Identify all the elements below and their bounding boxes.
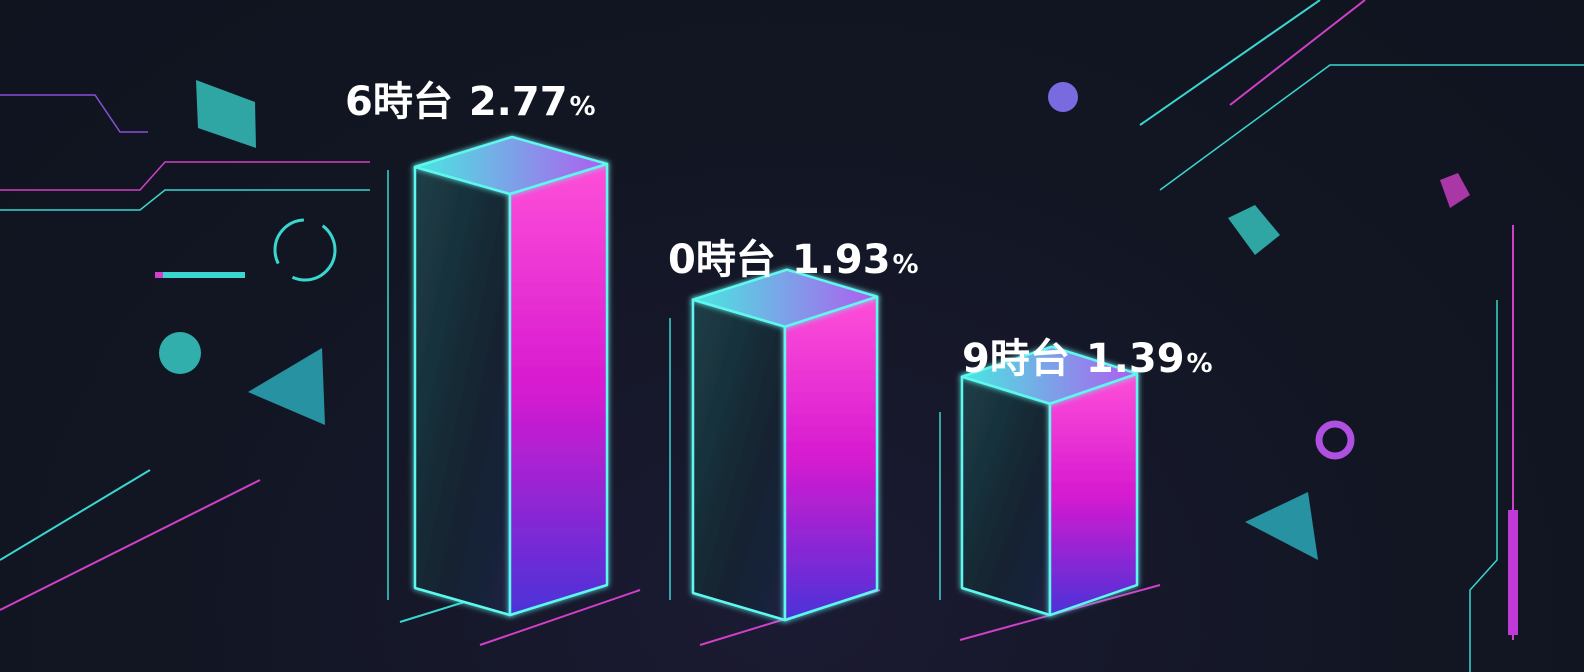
bar-side-face — [783, 295, 879, 622]
bar-front-face — [413, 165, 512, 617]
bar-top-face — [413, 135, 609, 196]
bar — [691, 268, 879, 622]
bar-side-face — [1048, 372, 1139, 617]
bar — [960, 345, 1139, 617]
value-label: 2.77 — [469, 79, 568, 125]
bar-side-face — [508, 162, 609, 617]
bar-front-face — [960, 375, 1052, 617]
value-label: 1.93 — [792, 237, 891, 283]
bar — [413, 135, 609, 617]
value-label: 1.39 — [1086, 336, 1185, 382]
data-label: 0時台 1.93% — [668, 237, 919, 283]
category-label: 9時台 — [962, 336, 1070, 382]
unit-label: % — [1187, 349, 1213, 379]
unit-label: % — [893, 250, 919, 280]
category-label: 0時台 — [668, 237, 776, 283]
unit-label: % — [570, 92, 596, 122]
bar-front-face — [691, 298, 787, 622]
category-label: 6時台 — [345, 79, 453, 125]
bar-top-face — [960, 345, 1139, 405]
data-label: 9時台 1.39% — [962, 336, 1213, 382]
data-label: 6時台 2.77% — [345, 79, 596, 125]
bar-top-face — [691, 268, 879, 328]
